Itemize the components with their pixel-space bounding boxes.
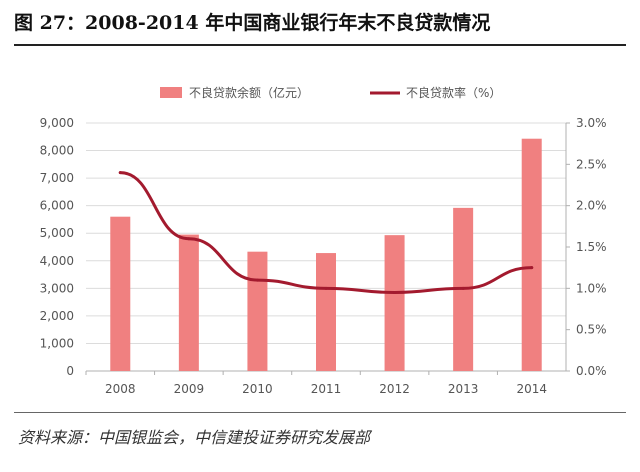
y-left-tick-label: 8,000 (40, 144, 74, 158)
line-series (118, 171, 534, 294)
bar (178, 234, 199, 371)
y-right-tick-label: 3.0% (576, 116, 607, 130)
legend-swatch-bar (160, 87, 182, 98)
chart-title: 图 27：2008-2014 年中国商业银行年末不良贷款情况 (14, 12, 491, 34)
y-left-tick-label: 3,000 (40, 281, 74, 295)
y-left-tick-label: 0 (66, 364, 74, 378)
x-tick-label: 2011 (311, 382, 342, 396)
y-left-tick-label: 1,000 (40, 336, 74, 350)
rate-point (324, 286, 328, 290)
rate-point (255, 278, 259, 282)
bar (110, 216, 131, 371)
combo-chart: 0 1,000 2,000 3,000 4,000 5,000 6,000 7,000 8,00… (40, 85, 607, 396)
axes: 0 1,000 2,000 3,000 4,000 5,000 6,000 7,000 8,00… (40, 116, 607, 396)
bar (384, 235, 405, 371)
y-left-tick-label: 7,000 (40, 171, 74, 185)
y-right-tick-label: 1.5% (576, 240, 607, 254)
x-tick-label: 2010 (242, 382, 273, 396)
bar (316, 253, 336, 371)
legend-label-line: 不良贷款率（%） (406, 85, 501, 100)
x-tick-label: 2014 (516, 382, 547, 396)
y-left-tick-label: 2,000 (40, 309, 74, 323)
bar-series (110, 138, 542, 371)
y-right-tick-label: 0.5% (576, 323, 607, 337)
x-tick-label: 2008 (105, 382, 136, 396)
x-tick-label: 2009 (174, 382, 205, 396)
y-right-tick-label: 1.0% (576, 281, 607, 295)
rate-point (118, 171, 122, 175)
x-tick-label: 2013 (448, 382, 479, 396)
source-note: 资料来源：中国银监会，中信建投证券研究发展部 (18, 428, 371, 447)
rate-point (530, 266, 534, 270)
y-right-tick-label: 2.5% (576, 157, 607, 171)
legend: 不良贷款余额（亿元） 不良贷款率（%） (160, 85, 501, 100)
rate-point (393, 290, 397, 294)
y-left-tick-label: 9,000 (40, 116, 74, 130)
rate-point (461, 286, 465, 290)
y-left-tick-label: 4,000 (40, 254, 74, 268)
y-right-tick-label: 2.0% (576, 199, 607, 213)
x-tick-label: 2012 (379, 382, 410, 396)
source-divider (14, 412, 626, 413)
y-left-tick-label: 6,000 (40, 199, 74, 213)
bar (521, 138, 542, 371)
bar (247, 251, 268, 371)
y-right-tick-label: 0.0% (576, 364, 607, 378)
title-underline (14, 44, 626, 46)
y-left-tick-label: 5,000 (40, 226, 74, 240)
rate-point (187, 237, 191, 241)
legend-label-bar: 不良贷款余额（亿元） (189, 85, 309, 100)
